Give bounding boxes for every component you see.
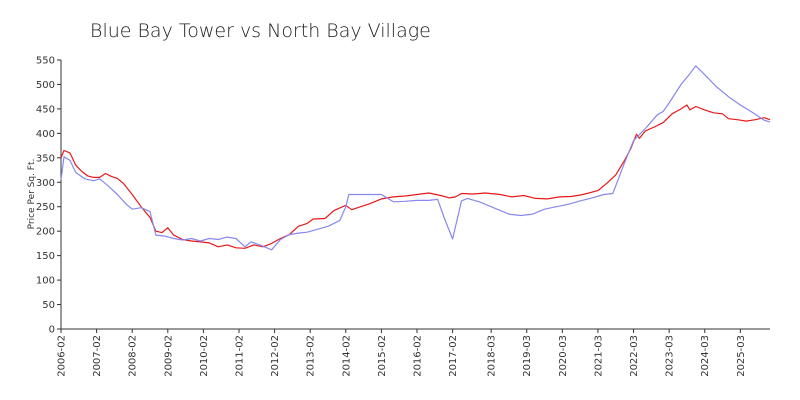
series-line-2 bbox=[60, 65, 771, 251]
y-tick-label: 400 bbox=[36, 129, 55, 140]
x-axis-ticks: 2006-02 2007-02 2008-02 2009-02 2010-02 2011-… bbox=[57, 329, 747, 377]
x-tick-label: 2009-02 bbox=[163, 335, 174, 377]
y-tick-label: 350 bbox=[36, 153, 55, 164]
x-tick-label: 2006-02 bbox=[57, 335, 68, 377]
y-tick-label: 550 bbox=[36, 56, 55, 67]
x-tick-label: 2025-03 bbox=[736, 335, 747, 377]
chart-title: Blue Bay Tower vs North Bay Village bbox=[90, 20, 431, 42]
x-tick-label: 2014-02 bbox=[341, 335, 352, 377]
x-tick-label: 2015-02 bbox=[377, 335, 388, 377]
series-line-1 bbox=[60, 104, 771, 249]
x-tick-label: 2018-03 bbox=[487, 335, 498, 377]
y-tick-label: 250 bbox=[36, 202, 55, 213]
y-axis-label: Price Per Sq. Ft. bbox=[27, 159, 37, 230]
x-tick-label: 2010-02 bbox=[199, 335, 210, 377]
x-tick-label: 2019-03 bbox=[522, 335, 533, 377]
y-tick-label: 200 bbox=[36, 227, 55, 238]
y-axis-ticks: 0 50 100 150 200 250 300 350 400 450 500 550 bbox=[36, 56, 61, 336]
x-tick-label: 2013-02 bbox=[306, 335, 317, 377]
x-tick-label: 2024-03 bbox=[700, 335, 711, 377]
y-tick-label: 150 bbox=[36, 251, 55, 262]
x-tick-label: 2016-02 bbox=[412, 335, 423, 377]
x-tick-label: 2012-02 bbox=[270, 335, 281, 377]
y-tick-label: 50 bbox=[42, 300, 55, 311]
x-tick-label: 2017-02 bbox=[448, 335, 459, 377]
x-tick-label: 2008-02 bbox=[128, 335, 139, 377]
y-tick-label: 450 bbox=[36, 104, 55, 115]
x-tick-label: 2007-02 bbox=[92, 335, 103, 377]
x-tick-label: 2022-03 bbox=[629, 335, 640, 377]
series-group bbox=[60, 65, 771, 251]
x-tick-label: 2021-03 bbox=[593, 335, 604, 377]
y-tick-label: 300 bbox=[36, 178, 55, 189]
y-tick-label: 500 bbox=[36, 80, 55, 91]
y-tick-label: 100 bbox=[36, 276, 55, 287]
y-tick-label: 0 bbox=[49, 325, 55, 336]
x-tick-label: 2020-03 bbox=[558, 335, 569, 377]
x-tick-label: 2023-03 bbox=[665, 335, 676, 377]
x-tick-label: 2011-02 bbox=[234, 335, 245, 377]
